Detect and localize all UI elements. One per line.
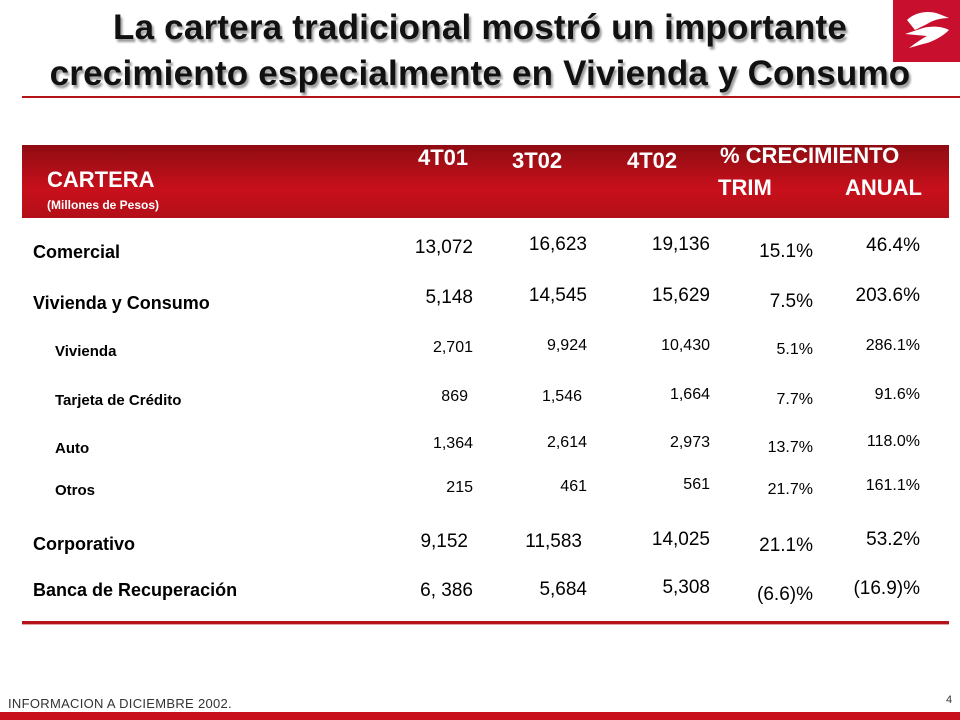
cell-3t02: 461 [560, 478, 587, 495]
cell-4t02: 15,629 [651, 285, 710, 306]
footer-note: INFORMACION A DICIEMBRE 2002. [8, 696, 232, 711]
cell-3t02: 1,546 [541, 388, 582, 405]
cell-4t01: 6, 386 [420, 580, 473, 601]
cell-4t01: 215 [446, 479, 473, 496]
header-cartera: CARTERA [47, 167, 155, 192]
row-label: Otros [55, 482, 96, 499]
footer-bar [0, 712, 960, 720]
cell-trim: 7.7% [776, 391, 813, 408]
cell-anual: (16.9)% [853, 578, 920, 599]
slide-title-line-1: La cartera tradicional mostró un importa… [112, 8, 848, 47]
cell-4t01: 9,152 [420, 531, 468, 552]
cell-4t01: 2,701 [432, 339, 473, 356]
slide-title-line-2: crecimiento especialmente en Vivienda y … [49, 54, 911, 93]
cell-4t02: 561 [683, 476, 710, 493]
cell-anual: 118.0% [866, 433, 920, 450]
cell-anual: 53.2% [866, 529, 920, 550]
cell-anual: 161.1% [865, 477, 920, 494]
row-label: Comercial [33, 242, 121, 262]
page-number: 4 [946, 694, 953, 706]
cell-trim: 15.1% [759, 241, 813, 262]
header-trim: TRIM [718, 175, 772, 200]
table-bottom-rule-shadow [22, 624, 949, 625]
cell-4t02: 5,308 [662, 577, 710, 598]
cell-4t02: 10,430 [661, 337, 710, 354]
row-label: Banca de Recuperación [33, 580, 238, 600]
table-header-band [22, 145, 949, 218]
cell-3t02: 14,545 [528, 285, 587, 306]
row-label: Vivienda [55, 343, 117, 360]
cell-3t02: 9,924 [546, 337, 587, 354]
header-col-4t01: 4T01 [418, 145, 469, 170]
cell-4t01: 5,148 [425, 287, 473, 308]
cell-4t02: 1,664 [669, 386, 710, 403]
title-underline [22, 96, 960, 98]
cell-3t02: 16,623 [528, 234, 587, 255]
row-label: Corporativo [33, 534, 136, 554]
header-col-3t02: 3T02 [512, 148, 563, 173]
cell-anual: 46.4% [866, 235, 920, 256]
header-col-4t02: 4T02 [627, 148, 678, 173]
cell-anual: 91.6% [874, 386, 920, 403]
header-anual: ANUAL [845, 175, 922, 200]
row-label: Auto [55, 440, 90, 457]
cell-anual: 203.6% [855, 285, 920, 306]
cell-3t02: 5,684 [539, 579, 587, 600]
cell-4t02: 14,025 [651, 529, 710, 550]
header-units: (Millones de Pesos) [47, 198, 160, 212]
cell-trim: 5.1% [776, 341, 813, 358]
cell-4t02: 2,973 [669, 434, 710, 451]
cell-trim: 13.7% [767, 439, 813, 456]
header-growth: % CRECIMIENTO [720, 143, 900, 168]
cell-4t02: 19,136 [651, 234, 710, 255]
banorte-logo-icon [893, 0, 960, 62]
cell-trim: 21.1% [759, 535, 813, 556]
cell-4t01: 869 [441, 388, 468, 405]
cell-trim: (6.6)% [757, 584, 813, 605]
table-bottom-rule [22, 621, 949, 624]
cell-trim: 7.5% [769, 291, 813, 312]
cell-anual: 286.1% [865, 337, 920, 354]
cell-4t01: 1,364 [432, 435, 473, 452]
cell-3t02: 2,614 [546, 434, 587, 451]
row-label: Vivienda y Consumo [33, 293, 210, 313]
cell-4t01: 13,072 [414, 237, 473, 258]
cell-3t02: 11,583 [525, 531, 582, 552]
cell-trim: 21.7% [767, 481, 813, 498]
row-label: Tarjeta de Crédito [55, 392, 182, 409]
